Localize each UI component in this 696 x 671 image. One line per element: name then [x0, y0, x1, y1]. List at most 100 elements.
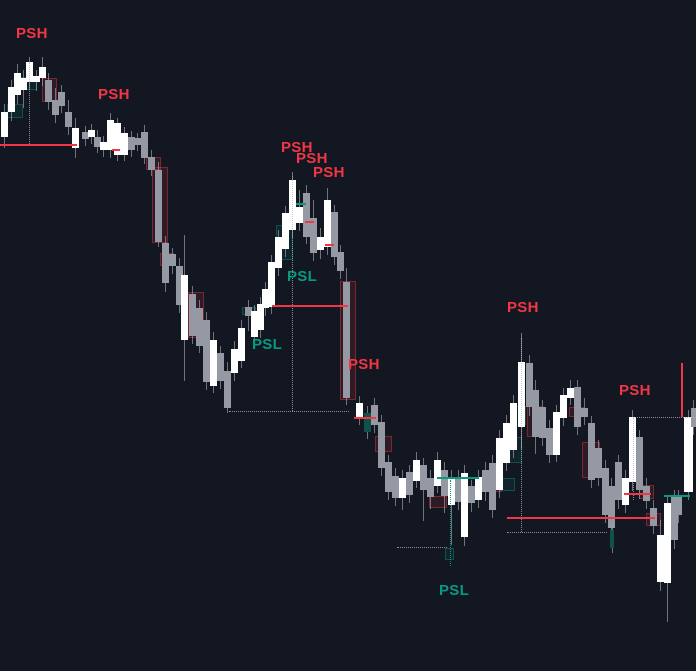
- candle-up: [324, 200, 331, 247]
- candle-up: [210, 340, 217, 386]
- candle-down: [52, 100, 59, 115]
- psl-label: PSL: [287, 268, 318, 285]
- candle-down: [636, 437, 643, 490]
- psh-label: PSH: [619, 382, 651, 399]
- psh-label: PSH: [348, 356, 380, 373]
- pivot-high-line: [681, 363, 683, 417]
- candle-down: [169, 254, 176, 266]
- psl-label: PSL: [252, 336, 283, 353]
- pivot-high-line: [0, 144, 77, 146]
- candle-up: [121, 133, 128, 155]
- candle-down: [245, 307, 252, 316]
- pivot-connector-dotted: [29, 62, 30, 144]
- candle-up: [296, 207, 303, 223]
- candle-down: [371, 405, 378, 425]
- pivot-connector-dotted: [633, 417, 696, 418]
- pivot-high-line: [354, 417, 376, 419]
- candle-up: [100, 142, 107, 150]
- candle-up: [413, 460, 420, 481]
- candle-down: [455, 477, 462, 502]
- candle-down: [588, 423, 595, 480]
- pivot-high-line: [325, 244, 334, 246]
- candle-down: [331, 212, 338, 257]
- candle-up: [33, 76, 40, 82]
- candle-down: [217, 353, 224, 381]
- candle-down: [526, 363, 533, 407]
- candle-down: [224, 371, 231, 408]
- candle-up: [262, 289, 269, 308]
- candle-down: [343, 282, 350, 398]
- candle-up: [238, 328, 245, 361]
- candle-down: [58, 92, 65, 106]
- candle-up: [461, 473, 468, 537]
- candle-up: [282, 213, 289, 249]
- bullish-zone-box: [445, 548, 454, 560]
- candle-up: [496, 438, 503, 490]
- candle-down: [141, 132, 148, 158]
- pivot-high-line: [112, 149, 120, 151]
- candle-up: [275, 237, 282, 268]
- candle-down: [581, 408, 588, 417]
- candle-down: [671, 497, 678, 540]
- candle-up: [553, 412, 560, 455]
- candle-up: [231, 349, 238, 373]
- candle-up: [88, 130, 95, 137]
- pivot-connector-dotted: [229, 411, 349, 412]
- candle-up: [317, 237, 324, 250]
- bearish-zone-box: [429, 496, 447, 508]
- candle-down: [82, 132, 89, 139]
- candle-down: [427, 478, 434, 497]
- candle-up: [448, 478, 455, 505]
- candle-down: [378, 422, 385, 468]
- candle-up: [560, 395, 567, 418]
- candle-down: [482, 470, 489, 492]
- candle-down: [196, 308, 203, 346]
- candle-up: [257, 304, 264, 330]
- candle-special: [610, 530, 614, 548]
- pivot-connector-dotted: [633, 418, 634, 500]
- candle-down: [134, 138, 141, 145]
- candle-up: [399, 478, 406, 498]
- candle-up: [510, 403, 517, 450]
- candle-down: [468, 486, 475, 503]
- pivot-low-line: [296, 203, 306, 205]
- candle-up: [268, 262, 275, 307]
- candle-down: [65, 112, 72, 127]
- candle-up: [657, 535, 664, 582]
- candle-up: [1, 112, 8, 137]
- candle-wick: [451, 470, 452, 545]
- candle-down: [392, 476, 399, 498]
- candle-down: [615, 462, 622, 500]
- candle-up: [622, 478, 629, 505]
- candle-up: [356, 403, 363, 417]
- candle-down: [385, 462, 392, 492]
- candle-down: [94, 137, 101, 147]
- candle-up: [664, 503, 671, 583]
- candle-up: [567, 388, 574, 398]
- candle-up: [181, 275, 188, 340]
- candle-down: [420, 465, 427, 490]
- pivot-high-line: [624, 493, 651, 495]
- pivot-low-line: [664, 495, 690, 497]
- candle-down: [546, 428, 553, 455]
- pivot-connector-dotted: [292, 176, 293, 411]
- candle-down: [608, 486, 615, 528]
- candle-down: [595, 448, 602, 478]
- psh-label: PSH: [98, 86, 130, 103]
- candle-down: [441, 470, 448, 496]
- pivot-low-line: [437, 477, 479, 479]
- pivot-high-line: [305, 221, 314, 223]
- pivot-high-line: [272, 305, 348, 307]
- candle-down: [539, 407, 546, 438]
- candle-down: [189, 294, 196, 336]
- candle-special: [364, 413, 371, 432]
- candle-down: [155, 170, 162, 242]
- candle-up: [20, 78, 27, 90]
- candle-down: [176, 266, 183, 305]
- candle-down: [203, 320, 210, 382]
- candle-up: [39, 67, 46, 78]
- candle-down: [675, 497, 682, 515]
- psh-label: PSH: [296, 150, 328, 167]
- candle-up: [72, 128, 79, 148]
